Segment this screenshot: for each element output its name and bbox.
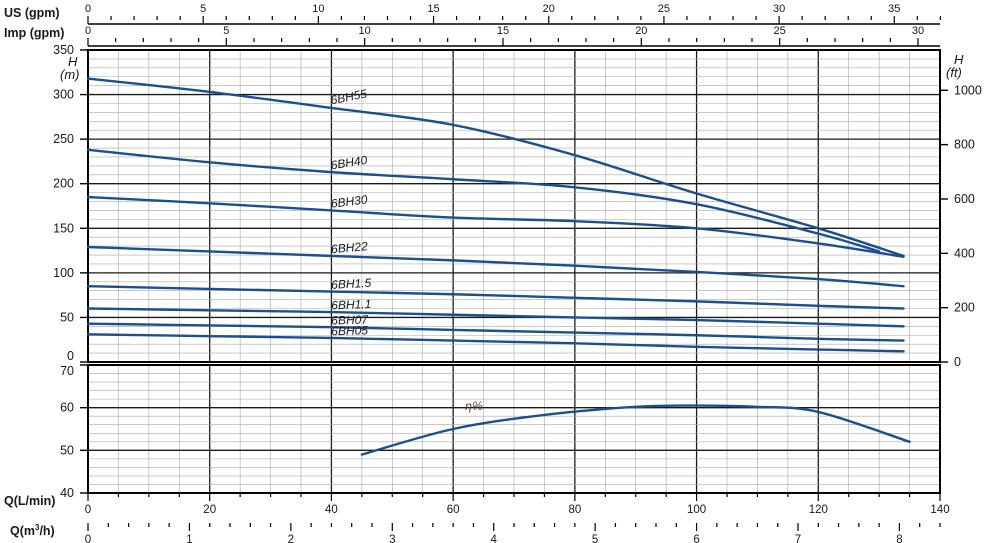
svg-text:6BH05: 6BH05 — [331, 323, 368, 338]
svg-text:5: 5 — [223, 25, 229, 37]
svg-text:6BH40: 6BH40 — [330, 153, 369, 173]
svg-text:6BH30: 6BH30 — [330, 192, 368, 210]
svg-text:70: 70 — [60, 364, 74, 378]
svg-text:6BH1.5: 6BH1.5 — [331, 276, 372, 292]
svg-text:6BH1.1: 6BH1.1 — [331, 297, 372, 313]
svg-text:0: 0 — [954, 355, 961, 369]
svg-text:0: 0 — [85, 3, 91, 15]
svg-text:3: 3 — [389, 534, 395, 543]
svg-text:600: 600 — [954, 192, 975, 206]
svg-text:5: 5 — [200, 3, 206, 15]
svg-text:25: 25 — [658, 3, 670, 15]
svg-text:400: 400 — [954, 246, 975, 260]
svg-text:8: 8 — [896, 534, 902, 543]
svg-text:30: 30 — [773, 3, 785, 15]
svg-text:10: 10 — [359, 25, 371, 37]
svg-text:2: 2 — [288, 534, 294, 543]
svg-text:7: 7 — [795, 534, 801, 543]
svg-text:40: 40 — [325, 504, 338, 516]
svg-text:200: 200 — [954, 301, 975, 315]
svg-text:100: 100 — [53, 266, 74, 280]
svg-text:0: 0 — [85, 534, 91, 543]
svg-text:0: 0 — [85, 25, 91, 37]
svg-text:40: 40 — [60, 486, 74, 500]
svg-text:6: 6 — [693, 534, 699, 543]
svg-text:800: 800 — [954, 138, 975, 152]
svg-text:30: 30 — [912, 25, 924, 37]
svg-text:50: 50 — [60, 443, 74, 457]
svg-text:300: 300 — [53, 88, 74, 102]
svg-text:5: 5 — [592, 534, 598, 543]
svg-text:25: 25 — [774, 25, 786, 37]
svg-text:4: 4 — [491, 534, 498, 543]
svg-text:20: 20 — [635, 25, 647, 37]
svg-text:20: 20 — [203, 504, 216, 516]
svg-text:0: 0 — [85, 504, 91, 516]
svg-text:140: 140 — [930, 504, 949, 516]
svg-text:60: 60 — [447, 504, 460, 516]
svg-text:35: 35 — [888, 3, 900, 15]
svg-text:15: 15 — [497, 25, 509, 37]
svg-text:20: 20 — [543, 3, 555, 15]
svg-text:6BH22: 6BH22 — [330, 239, 368, 256]
svg-text:6BH55: 6BH55 — [329, 87, 368, 108]
svg-text:200: 200 — [53, 177, 74, 191]
svg-text:1000: 1000 — [954, 83, 982, 97]
svg-text:80: 80 — [568, 504, 581, 516]
svg-text:100: 100 — [687, 504, 706, 516]
svg-text:120: 120 — [809, 504, 828, 516]
svg-text:250: 250 — [53, 132, 74, 146]
svg-text:15: 15 — [427, 3, 439, 15]
svg-text:60: 60 — [60, 401, 74, 415]
svg-text:10: 10 — [312, 3, 324, 15]
svg-text:1: 1 — [186, 534, 192, 543]
svg-text:50: 50 — [60, 310, 74, 324]
svg-text:0: 0 — [67, 349, 74, 363]
svg-text:η%: η% — [465, 399, 483, 413]
svg-text:150: 150 — [53, 221, 74, 235]
